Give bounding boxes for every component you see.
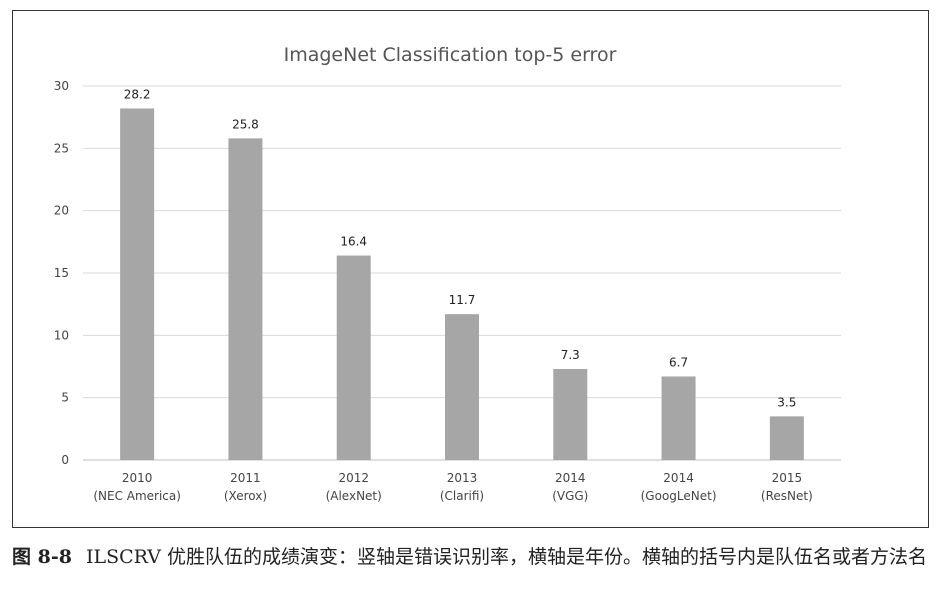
bar-2 xyxy=(336,255,371,460)
data-label: 16.4 xyxy=(340,235,367,249)
data-label: 6.7 xyxy=(669,355,688,369)
x-axis-ticks: 2010 (NEC America) 2011 (Xerox) 2012 (AlexNet… xyxy=(93,471,812,503)
data-label: 3.5 xyxy=(777,395,796,409)
x-tick-name: (Xerox) xyxy=(224,489,267,503)
x-tick-name: (NEC America) xyxy=(93,489,181,503)
x-tick-name: (Clarifi) xyxy=(440,489,484,503)
data-label: 28.2 xyxy=(124,87,151,101)
data-label: 11.7 xyxy=(449,293,476,307)
y-tick-label: 5 xyxy=(61,391,69,405)
caption-label: 图 8-8 xyxy=(12,546,72,568)
figure-caption: 图 8-8 ILSCRV 优胜队伍的成绩演变：竖轴是错误识别率，横轴是年份。横轴… xyxy=(12,542,932,572)
caption-text: ILSCRV 优胜队伍的成绩演变：竖轴是错误识别率，横轴是年份。横轴的括号内是队… xyxy=(85,546,928,568)
x-tick-name: (AlexNet) xyxy=(326,489,382,503)
x-tick-year: 2014 xyxy=(663,471,694,485)
bar-5 xyxy=(661,376,696,460)
data-labels: 28.2 25.8 16.4 11.7 7.3 6.7 3.5 xyxy=(124,87,797,409)
x-tick-year: 2015 xyxy=(772,471,803,485)
x-tick-name: (GoogLeNet) xyxy=(641,489,717,503)
y-tick-label: 25 xyxy=(54,141,69,155)
x-tick-year: 2011 xyxy=(230,471,261,485)
bar-3 xyxy=(445,314,479,460)
x-tick-year: 2012 xyxy=(338,471,369,485)
y-axis-ticks: 0 5 10 15 20 25 30 xyxy=(54,79,69,467)
bar-chart: ImageNet Classification top-5 error 0 5 10… xyxy=(54,44,841,503)
data-label: 25.8 xyxy=(232,117,259,131)
y-tick-label: 30 xyxy=(54,79,69,93)
y-tick-label: 0 xyxy=(61,453,69,467)
bars xyxy=(120,108,804,461)
y-tick-label: 20 xyxy=(54,204,69,218)
y-tick-label: 10 xyxy=(54,328,69,342)
x-tick-name: (VGG) xyxy=(552,489,588,503)
bar-6 xyxy=(769,416,804,460)
x-tick-year: 2013 xyxy=(447,471,478,485)
y-tick-label: 15 xyxy=(54,266,69,280)
chart-title: ImageNet Classification top-5 error xyxy=(284,44,617,66)
x-tick-year: 2014 xyxy=(555,471,586,485)
bar-0 xyxy=(120,108,155,460)
chart-frame: ImageNet Classification top-5 error 0 5 10… xyxy=(12,10,929,528)
bar-1 xyxy=(228,138,263,461)
bar-4 xyxy=(553,368,588,460)
x-tick-year: 2010 xyxy=(122,471,153,485)
data-label: 7.3 xyxy=(561,348,580,362)
x-tick-name: (ResNet) xyxy=(761,489,813,503)
